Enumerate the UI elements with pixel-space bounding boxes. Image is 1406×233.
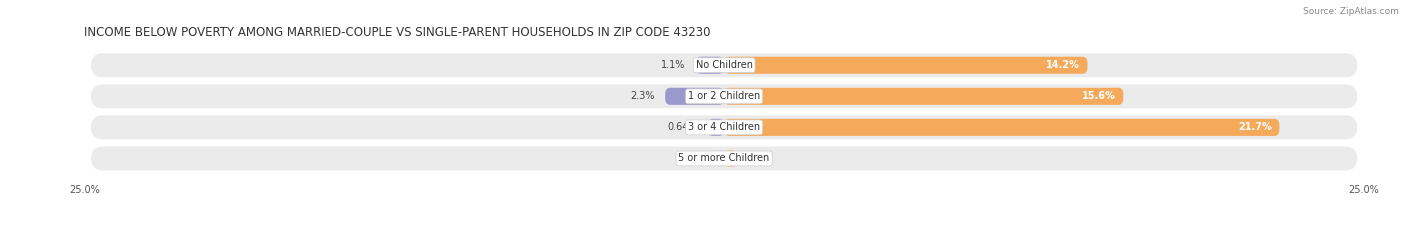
FancyBboxPatch shape [707, 119, 724, 136]
FancyBboxPatch shape [724, 150, 737, 167]
FancyBboxPatch shape [724, 88, 1123, 105]
FancyBboxPatch shape [696, 57, 724, 74]
Text: 1.1%: 1.1% [661, 60, 686, 70]
FancyBboxPatch shape [724, 57, 1087, 74]
FancyBboxPatch shape [91, 147, 1357, 170]
FancyBboxPatch shape [717, 150, 724, 167]
Text: Source: ZipAtlas.com: Source: ZipAtlas.com [1303, 7, 1399, 16]
Text: 1 or 2 Children: 1 or 2 Children [688, 91, 761, 101]
Text: 0.0%: 0.0% [747, 154, 772, 163]
Text: 21.7%: 21.7% [1237, 122, 1271, 132]
Text: No Children: No Children [696, 60, 752, 70]
Text: 0.0%: 0.0% [682, 154, 706, 163]
Text: INCOME BELOW POVERTY AMONG MARRIED-COUPLE VS SINGLE-PARENT HOUSEHOLDS IN ZIP COD: INCOME BELOW POVERTY AMONG MARRIED-COUPL… [84, 26, 711, 39]
Text: 15.6%: 15.6% [1081, 91, 1115, 101]
Text: 14.2%: 14.2% [1046, 60, 1080, 70]
Text: 5 or more Children: 5 or more Children [679, 154, 769, 163]
Text: 3 or 4 Children: 3 or 4 Children [688, 122, 761, 132]
Text: 0.64%: 0.64% [666, 122, 697, 132]
FancyBboxPatch shape [91, 84, 1357, 108]
FancyBboxPatch shape [91, 53, 1357, 77]
FancyBboxPatch shape [724, 119, 1279, 136]
Text: 2.3%: 2.3% [630, 91, 655, 101]
FancyBboxPatch shape [665, 88, 724, 105]
FancyBboxPatch shape [91, 115, 1357, 139]
